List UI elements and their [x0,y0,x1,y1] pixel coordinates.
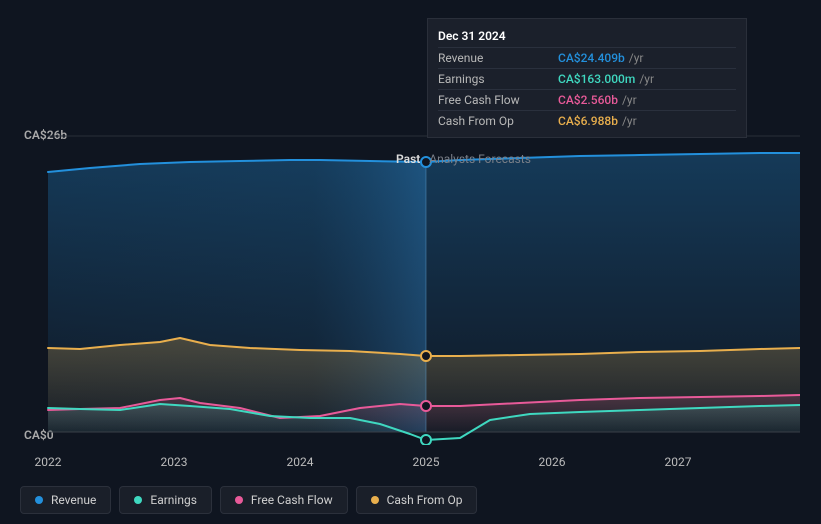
tooltip-row: EarningsCA$163.000m/yr [438,68,736,89]
legend-item[interactable]: Revenue [20,486,111,514]
tooltip-unit: /yr [629,51,644,65]
tooltip-value: CA$6.988b [558,114,618,128]
tooltip-date: Dec 31 2024 [438,25,736,47]
past-label: Past [396,152,420,166]
legend-dot-icon [371,496,379,504]
tooltip-row: Cash From OpCA$6.988b/yr [438,110,736,131]
tooltip-row: RevenueCA$24.409b/yr [438,47,736,68]
tooltip-value: CA$24.409b [558,51,625,65]
legend: Revenue Earnings Free Cash Flow Cash From O… [20,486,477,514]
legend-item[interactable]: Earnings [119,486,212,514]
x-axis-label: 2023 [154,455,194,469]
legend-item[interactable]: Free Cash Flow [220,486,348,514]
legend-dot-icon [35,496,43,504]
tooltip-unit: /yr [622,114,637,128]
forecast-label: Analysts Forecasts [429,152,531,166]
x-axis-label: 2024 [280,455,320,469]
tooltip-label: Cash From Op [438,114,558,128]
x-axis-label: 2027 [658,455,698,469]
tooltip-label: Earnings [438,72,558,86]
x-axis-label: 2026 [532,455,572,469]
tooltip-value: CA$2.560b [558,93,618,107]
legend-label: Earnings [150,493,197,507]
x-axis-label: 2022 [28,455,68,469]
x-axis-label: 2025 [406,455,446,469]
tooltip-unit: /yr [622,93,637,107]
tooltip-box: Dec 31 2024 RevenueCA$24.409b/yrEarnings… [427,18,747,138]
legend-label: Revenue [51,493,96,507]
legend-dot-icon [235,496,243,504]
legend-dot-icon [134,496,142,504]
tooltip-row: Free Cash FlowCA$2.560b/yr [438,89,736,110]
divider-labels: Past Analysts Forecasts [396,152,531,166]
legend-item[interactable]: Cash From Op [356,486,478,514]
chart-plot-area[interactable] [20,120,800,480]
legend-label: Free Cash Flow [251,493,333,507]
tooltip-label: Revenue [438,51,558,65]
tooltip-value: CA$163.000m [558,72,635,86]
legend-label: Cash From Op [387,493,463,507]
tooltip-unit: /yr [639,72,654,86]
tooltip-label: Free Cash Flow [438,93,558,107]
